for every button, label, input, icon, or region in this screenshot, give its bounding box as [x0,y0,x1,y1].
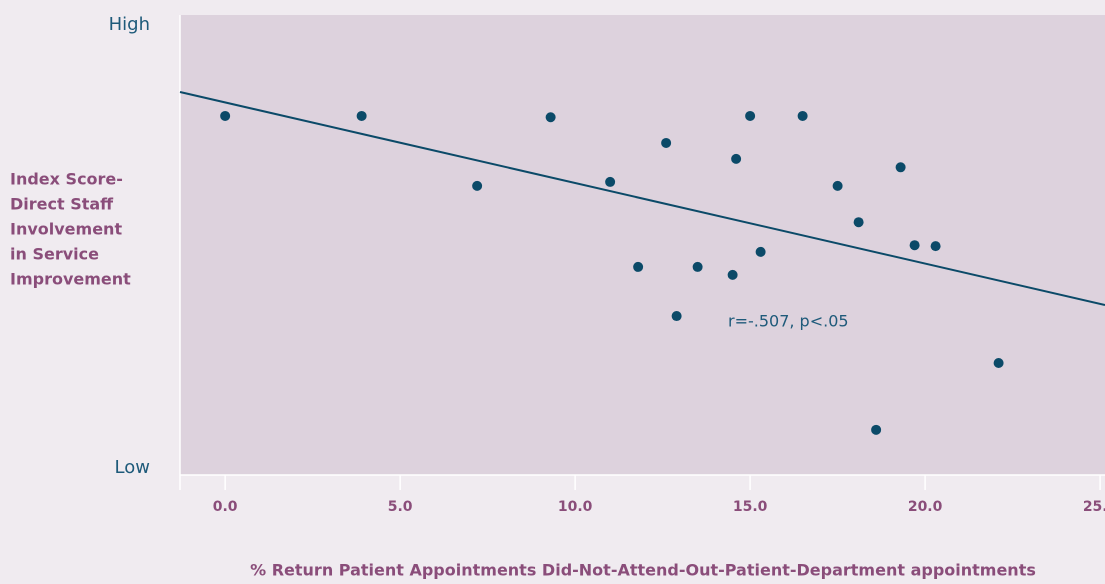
point [832,180,843,191]
point [633,261,644,272]
point [853,217,864,228]
point [545,112,556,123]
x-tick-label: 0.0 [213,499,238,515]
x-axis-label: % Return Patient Appointments Did-Not-At… [250,561,1036,580]
x-tick-label: 20.0 [908,499,943,515]
point [755,246,766,257]
y-tick-label: High [109,14,150,35]
trend-line [179,91,1105,306]
annotation: r=-.507, p<.05 [728,312,849,331]
y-axis-label: Improvement [10,270,131,289]
point [993,357,1004,368]
point [661,137,672,148]
y-axis-label: Direct Staff [10,195,114,214]
y-axis-label: Index Score- [10,170,123,189]
point [356,110,367,121]
plot-area [180,15,1105,475]
x-tick-label: 10.0 [558,499,593,515]
point [895,162,906,173]
x-tick-label: 5.0 [388,499,413,515]
point [671,311,682,322]
point [909,240,920,251]
point [745,110,756,121]
point [731,153,742,164]
y-axis-label: Involvement [10,220,122,239]
x-tick-label: 25.0 [1083,499,1105,515]
point [692,261,703,272]
point [797,110,808,121]
point [727,269,738,280]
y-axis-label: in Service [10,245,99,264]
point [220,110,231,121]
point [871,424,882,435]
point [930,241,941,252]
point [472,180,483,191]
y-tick-label: Low [115,457,150,478]
x-tick-label: 15.0 [733,499,768,515]
point [605,176,616,187]
